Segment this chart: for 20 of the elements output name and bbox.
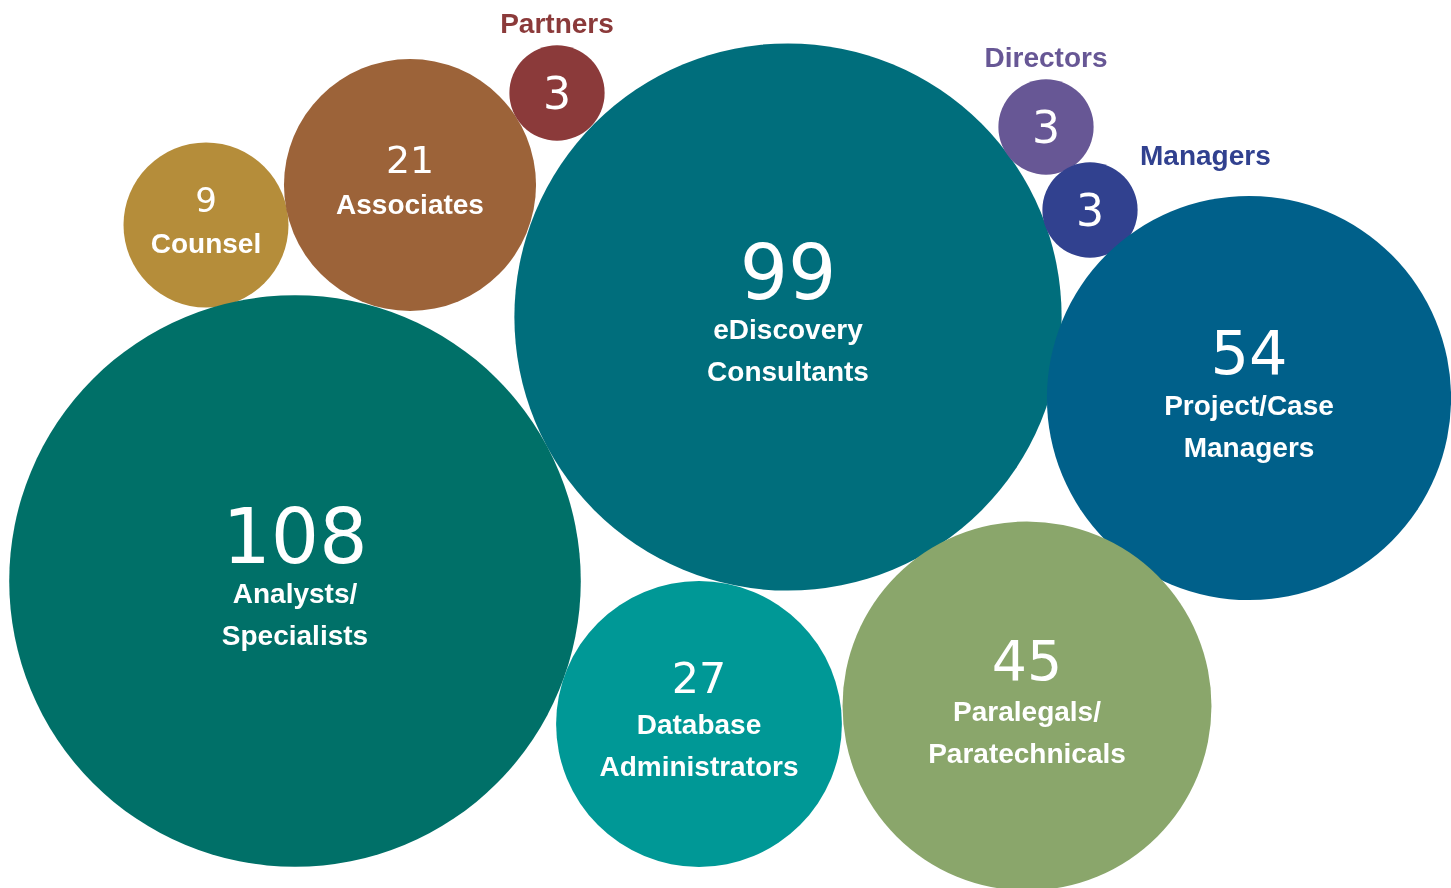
category-label: Database Administrators <box>599 708 799 782</box>
data-label: 3 <box>1075 185 1105 237</box>
data-label: 99 <box>739 227 837 317</box>
category-label: eDiscovery Consultants <box>707 314 869 388</box>
data-label: 54 <box>1210 317 1288 388</box>
data-label: 108 <box>222 491 368 581</box>
data-label: 27 <box>671 653 727 704</box>
data-label: 3 <box>542 68 572 120</box>
data-label: 9 <box>195 179 217 220</box>
data-label: 3 <box>1031 102 1061 154</box>
category-label: Paralegals/ Paratechnicals <box>928 695 1126 769</box>
category-label: Analysts/ Specialists <box>221 578 369 652</box>
category-label: Managers <box>1140 139 1271 171</box>
category-label: Counsel <box>150 227 262 259</box>
data-label: 45 <box>991 628 1063 693</box>
category-label: Project/Case Managers <box>1164 389 1334 463</box>
category-label: Associates <box>336 188 484 220</box>
category-label: Directors <box>984 42 1108 74</box>
data-label: 21 <box>385 138 435 183</box>
category-label: Partners <box>500 8 614 40</box>
